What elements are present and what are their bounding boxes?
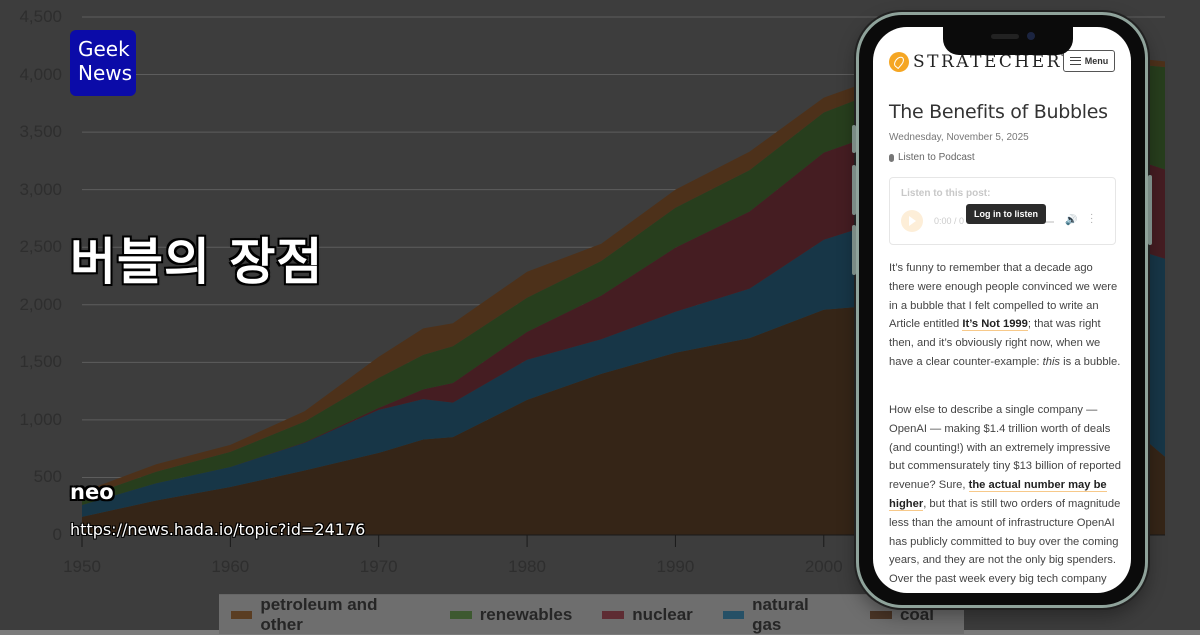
player-label: Listen to this post:	[901, 188, 991, 199]
article-date: Wednesday, November 5, 2025	[889, 132, 1029, 143]
audio-player: Listen to this post: 0:00 / 0 🔊 · · · Log …	[889, 177, 1116, 245]
y-tick-label: 2,000	[19, 294, 62, 314]
x-tick-label: 1970	[359, 557, 398, 576]
y-tick-label: 3,500	[19, 122, 62, 142]
paragraph-text: It’s funny to remember that a decade ago…	[889, 262, 1118, 331]
author-name: neo	[70, 480, 114, 504]
legend-item-petroleum: petroleum and other	[231, 595, 420, 635]
y-tick-label: 2,500	[19, 237, 62, 257]
y-tick-label: 500	[33, 467, 62, 487]
listen-to-podcast-link[interactable]: Listen to Podcast	[889, 152, 975, 163]
menu-button[interactable]: Menu	[1063, 50, 1115, 72]
headline-title: 버블의 장점	[69, 232, 324, 292]
legend-swatch	[869, 610, 892, 619]
legend-item-coal: coal	[869, 604, 934, 625]
legend-label: nuclear	[632, 604, 693, 624]
legend-label: petroleum and other	[260, 594, 378, 634]
legend-item-renewables: renewables	[449, 604, 573, 625]
phone-volume-down-button	[852, 225, 856, 275]
legend-swatch	[231, 610, 253, 619]
y-tick-label: 0	[52, 525, 62, 544]
speaker-icon	[991, 34, 1019, 39]
y-tick-label: 4,500	[19, 7, 62, 26]
volume-icon[interactable]: 🔊	[1065, 215, 1078, 226]
player-time: 0:00 / 0	[934, 216, 965, 226]
y-tick-label: 4,000	[19, 64, 62, 84]
legend-label: natural gas	[752, 594, 809, 634]
paragraph-text: , but that is still two orders of magnit…	[889, 497, 1121, 593]
legend-label: coal	[899, 604, 934, 624]
y-tick-label: 1,500	[19, 352, 62, 372]
legend-swatch	[449, 610, 472, 619]
site-header: STRATECHERY Menu	[873, 27, 1131, 89]
x-tick-label: 1960	[211, 557, 250, 576]
logo-line-2: News	[78, 61, 133, 85]
chart-legend: petroleum and other renewables nuclear n…	[219, 594, 964, 634]
login-tooltip: Log in to listen	[966, 204, 1046, 224]
x-tick-label: 1980	[508, 557, 546, 576]
legend-item-natural-gas: natural gas	[722, 594, 840, 635]
emphasis-text: this	[1042, 355, 1061, 368]
phone-notch	[943, 27, 1073, 55]
microphone-icon	[889, 153, 894, 162]
podcast-label: Listen to Podcast	[898, 152, 975, 163]
legend-swatch	[602, 610, 625, 619]
topic-url[interactable]: https://news.hada.io/topic?id=24176	[70, 520, 366, 539]
x-tick-label: 1990	[656, 557, 695, 576]
paragraph-text: is a bubble.	[1060, 355, 1121, 368]
x-tick-label: 2000	[804, 557, 843, 576]
player-progress-bar[interactable]	[1040, 221, 1054, 223]
phone-volume-up-button	[852, 165, 856, 215]
legend-swatch	[722, 610, 745, 619]
menu-label: Menu	[1084, 56, 1109, 66]
phone-screen: STRATECHERY Menu The Benefits of Bubbles…	[873, 27, 1131, 593]
paragraph-text: ; that was right then, and it’s obviousl…	[889, 318, 1101, 368]
logo-line-1: Geek	[78, 37, 130, 61]
x-tick-label: 1950	[63, 557, 101, 576]
phone-power-button	[1148, 175, 1152, 245]
hamburger-icon	[1069, 57, 1081, 65]
y-tick-label: 1,000	[19, 409, 62, 429]
article-title: The Benefits of Bubbles	[889, 101, 1108, 123]
site-name[interactable]: STRATECHERY	[913, 52, 1076, 72]
article-paragraph: It’s funny to remember that a decade ago…	[889, 259, 1121, 372]
geeknews-logo: Geek News	[70, 30, 136, 96]
actual-number-link[interactable]: the actual number may be higher	[889, 479, 1107, 511]
legend-item-nuclear: nuclear	[602, 604, 693, 625]
camera-icon	[1027, 32, 1035, 40]
paragraph-text: How else to describe a single company — …	[889, 404, 1121, 492]
y-tick-label: 3,000	[19, 179, 62, 199]
phone-side-button	[852, 125, 856, 153]
more-options-icon[interactable]: · · ·	[1090, 209, 1094, 228]
play-button[interactable]	[901, 210, 923, 232]
its-not-1999-link[interactable]: It’s Not 1999	[962, 318, 1028, 332]
phone-mockup: STRATECHERY Menu The Benefits of Bubbles…	[852, 12, 1152, 608]
legend-label: renewables	[479, 604, 573, 624]
stratechery-logo-icon[interactable]	[889, 52, 909, 72]
article-paragraph: How else to describe a single company — …	[889, 401, 1121, 593]
